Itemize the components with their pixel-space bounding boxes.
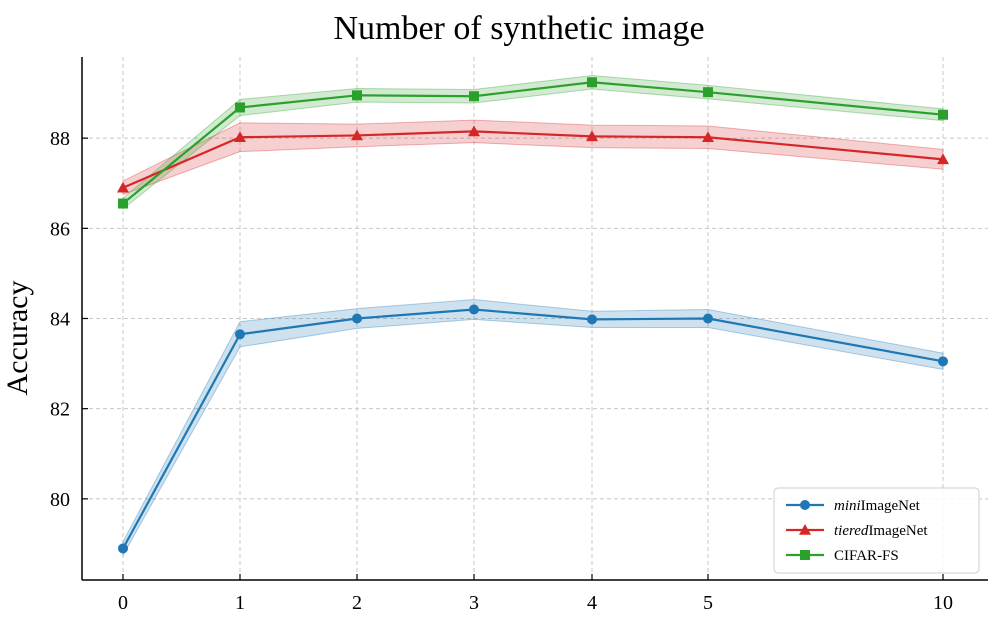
data-point-miniImageNet: [118, 543, 128, 554]
legend-label-text: ImageNet: [861, 498, 921, 514]
legend-marker-CIFAR-FS: [800, 550, 810, 560]
chart-title: Number of synthetic image: [333, 10, 704, 47]
legend-label-italic: mini: [834, 498, 861, 514]
y-axis-label: Accuracy: [1, 281, 34, 396]
data-point-CIFAR-FS: [352, 90, 362, 101]
y-tick-label: 82: [50, 399, 70, 421]
data-point-miniImageNet: [938, 356, 948, 367]
y-tick-label: 84: [50, 309, 70, 331]
x-tick-label: 5: [703, 592, 713, 614]
data-point-CIFAR-FS: [587, 77, 597, 88]
axes: 0 1 2 3 4 5 10 80 82 84 86 88: [50, 57, 988, 614]
data-point-tieredImageNet: [351, 129, 363, 141]
data-point-CIFAR-FS: [469, 91, 479, 102]
confidence-bands: [122, 74, 944, 558]
data-point-tieredImageNet: [234, 131, 246, 143]
confidence-band-tieredImageNet: [122, 119, 944, 196]
data-point-CIFAR-FS: [938, 109, 948, 120]
x-tick-label: 10: [933, 592, 953, 614]
confidence-band-CIFAR-FS: [122, 74, 944, 210]
y-tick-label: 86: [50, 218, 70, 240]
confidence-band-miniImageNet: [122, 299, 944, 558]
data-point-miniImageNet: [352, 313, 362, 324]
x-tick-label: 4: [587, 592, 597, 614]
data-point-CIFAR-FS: [118, 198, 128, 209]
data-point-tieredImageNet: [937, 153, 949, 165]
y-tick-label: 88: [50, 128, 70, 150]
data-point-CIFAR-FS: [703, 87, 713, 98]
y-tick-label: 80: [50, 489, 70, 511]
legend-marker-tieredImageNet: [799, 524, 811, 535]
data-point-miniImageNet: [469, 304, 479, 315]
legend-label-CIFAR-FS: CIFAR-FS: [834, 548, 899, 564]
legend-label-italic: tiered: [834, 523, 869, 539]
legend-marker-miniImageNet: [800, 500, 810, 510]
series-markers: [117, 77, 949, 554]
data-point-miniImageNet: [235, 329, 245, 340]
x-tick-label: 0: [118, 592, 128, 614]
data-point-tieredImageNet: [586, 130, 598, 142]
x-tick-label: 3: [469, 592, 479, 614]
data-point-tieredImageNet: [117, 181, 129, 193]
x-tick-label: 1: [235, 592, 245, 614]
data-point-miniImageNet: [703, 313, 713, 324]
legend-box: [773, 487, 980, 574]
legend-label-text: CIFAR-FS: [834, 548, 899, 564]
data-point-tieredImageNet: [468, 125, 480, 137]
data-point-tieredImageNet: [702, 131, 714, 143]
legend-label-miniImageNet: miniImageNet: [834, 498, 921, 514]
data-point-miniImageNet: [587, 314, 597, 325]
data-point-CIFAR-FS: [235, 102, 245, 113]
legend-label-text: ImageNet: [868, 523, 928, 539]
legend-label-tieredImageNet: tieredImageNet: [834, 523, 928, 539]
x-tick-label: 2: [352, 592, 362, 614]
